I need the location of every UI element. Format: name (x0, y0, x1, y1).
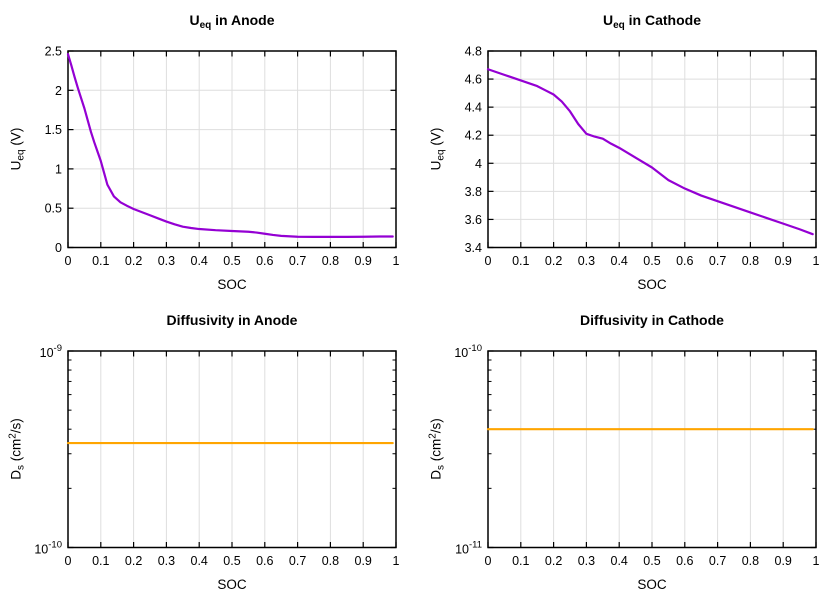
svg-text:0.4: 0.4 (191, 554, 208, 568)
svg-text:4.8: 4.8 (465, 45, 482, 59)
svg-text:3.8: 3.8 (465, 185, 482, 199)
svg-text:0.3: 0.3 (578, 254, 595, 268)
svg-text:0.3: 0.3 (158, 254, 175, 268)
svg-text:1: 1 (393, 254, 400, 268)
svg-text:0.5: 0.5 (223, 554, 240, 568)
svg-text:0.9: 0.9 (355, 554, 372, 568)
svg-text:0.1: 0.1 (92, 254, 109, 268)
svg-text:0.2: 0.2 (545, 254, 562, 268)
title-base: Diffusivity in Cathode (580, 312, 724, 328)
svg-text:2: 2 (55, 84, 62, 98)
svg-text:0.7: 0.7 (289, 254, 306, 268)
svg-text:0.2: 0.2 (125, 254, 142, 268)
svg-text:1: 1 (55, 162, 62, 176)
chart-title: Diffusivity in Cathode (488, 312, 816, 331)
svg-text:0.8: 0.8 (742, 254, 759, 268)
svg-text:0.5: 0.5 (643, 554, 660, 568)
plot-area-ueq-cathode: 0 0.1 0.2 0.3 0.4 0.5 0.6 0.7 0.8 0.9 1 3.4 3.6 3.8 4 4… (465, 45, 820, 269)
svg-text:0.1: 0.1 (92, 554, 109, 568)
svg-text:0.3: 0.3 (578, 554, 595, 568)
svg-text:0.9: 0.9 (775, 554, 792, 568)
svg-text:4.6: 4.6 (465, 73, 482, 87)
svg-text:0.1: 0.1 (512, 254, 529, 268)
svg-text:0: 0 (485, 254, 492, 268)
svg-text:0.1: 0.1 (512, 554, 529, 568)
svg-text:0.8: 0.8 (742, 554, 759, 568)
svg-text:0.5: 0.5 (45, 202, 62, 216)
svg-text:0: 0 (65, 554, 72, 568)
chart-title: Ueq in Anode (68, 12, 396, 31)
svg-text:1: 1 (393, 554, 400, 568)
x-axis-label: SOC (217, 577, 247, 592)
svg-text:0.4: 0.4 (191, 254, 208, 268)
svg-text:0.8: 0.8 (322, 554, 339, 568)
x-axis-label: SOC (637, 577, 667, 592)
svg-text:4.4: 4.4 (465, 101, 482, 115)
x-axis-label: SOC (217, 277, 247, 292)
svg-text:10-11: 10-11 (455, 540, 482, 557)
chart-title: Ueq in Cathode (488, 12, 816, 31)
plot-area-diffusivity-cathode: 0 0.1 0.2 0.3 0.4 0.5 0.6 0.7 0.8 0.9 1 10-11 10-10 (454, 343, 820, 568)
title-base: U (189, 12, 200, 28)
svg-text:0.6: 0.6 (676, 254, 693, 268)
x-axis-label: SOC (637, 277, 667, 292)
title-rest: in Anode (211, 12, 275, 28)
svg-text:1: 1 (813, 254, 820, 268)
plot-area-ueq-anode: 0 0.1 0.2 0.3 0.4 0.5 0.6 0.7 0.8 0.9 1 0 0.5 1 1.5 2 2.… (45, 45, 400, 269)
svg-text:1.5: 1.5 (45, 123, 62, 137)
svg-text:0.5: 0.5 (643, 254, 660, 268)
svg-text:3.4: 3.4 (465, 241, 482, 255)
svg-text:10-10: 10-10 (454, 343, 482, 360)
chart-diffusivity-cathode: Diffusivity in Cathode Ds (cm2/s) 0 0.1 0.… (420, 300, 840, 600)
svg-text:0: 0 (55, 241, 62, 255)
chart-diffusivity-anode: Diffusivity in Anode Ds (cm2/s) 0 0.1 0.2 0… (0, 300, 420, 600)
svg-text:0.6: 0.6 (256, 554, 273, 568)
title-base: U (602, 12, 614, 28)
svg-text:0.7: 0.7 (709, 254, 726, 268)
svg-text:0.6: 0.6 (256, 254, 273, 268)
svg-text:0.2: 0.2 (545, 554, 562, 568)
chart-title: Diffusivity in Anode (68, 312, 396, 331)
svg-text:0.6: 0.6 (676, 554, 693, 568)
title-base: Diffusivity in Anode (166, 312, 298, 328)
chart-ueq-anode: Ueq in Anode Ueq (V) 0 0.1 0.2 0.3 0.4 0.5 0.6… (0, 0, 420, 300)
svg-text:0.7: 0.7 (709, 554, 726, 568)
svg-text:0.4: 0.4 (611, 554, 628, 568)
svg-text:0.3: 0.3 (158, 554, 175, 568)
svg-text:0: 0 (485, 554, 492, 568)
svg-text:0.8: 0.8 (322, 254, 339, 268)
svg-text:0.5: 0.5 (223, 254, 240, 268)
svg-text:4.2: 4.2 (465, 129, 482, 143)
svg-text:0.2: 0.2 (125, 554, 142, 568)
svg-text:2.5: 2.5 (45, 45, 62, 59)
svg-text:4: 4 (475, 157, 482, 171)
svg-text:1: 1 (813, 554, 820, 568)
title-subscript: eq (613, 20, 625, 31)
title-rest: in Cathode (624, 12, 702, 28)
svg-text:10-9: 10-9 (40, 343, 62, 360)
svg-text:0: 0 (65, 254, 72, 268)
chart-ueq-cathode: Ueq in Cathode Ueq (V) 0 0.1 0.2 0.3 0.4 0.5 0… (420, 0, 840, 300)
svg-text:0.7: 0.7 (289, 554, 306, 568)
svg-text:3.6: 3.6 (465, 213, 482, 227)
plot-area-diffusivity-anode: 0 0.1 0.2 0.3 0.4 0.5 0.6 0.7 0.8 0.9 1 10-10 10-9 (34, 343, 400, 568)
svg-text:0.4: 0.4 (611, 254, 628, 268)
svg-text:0.9: 0.9 (355, 254, 372, 268)
svg-text:0.9: 0.9 (775, 254, 792, 268)
title-subscript: eq (199, 20, 212, 31)
svg-text:10-10: 10-10 (34, 540, 62, 557)
